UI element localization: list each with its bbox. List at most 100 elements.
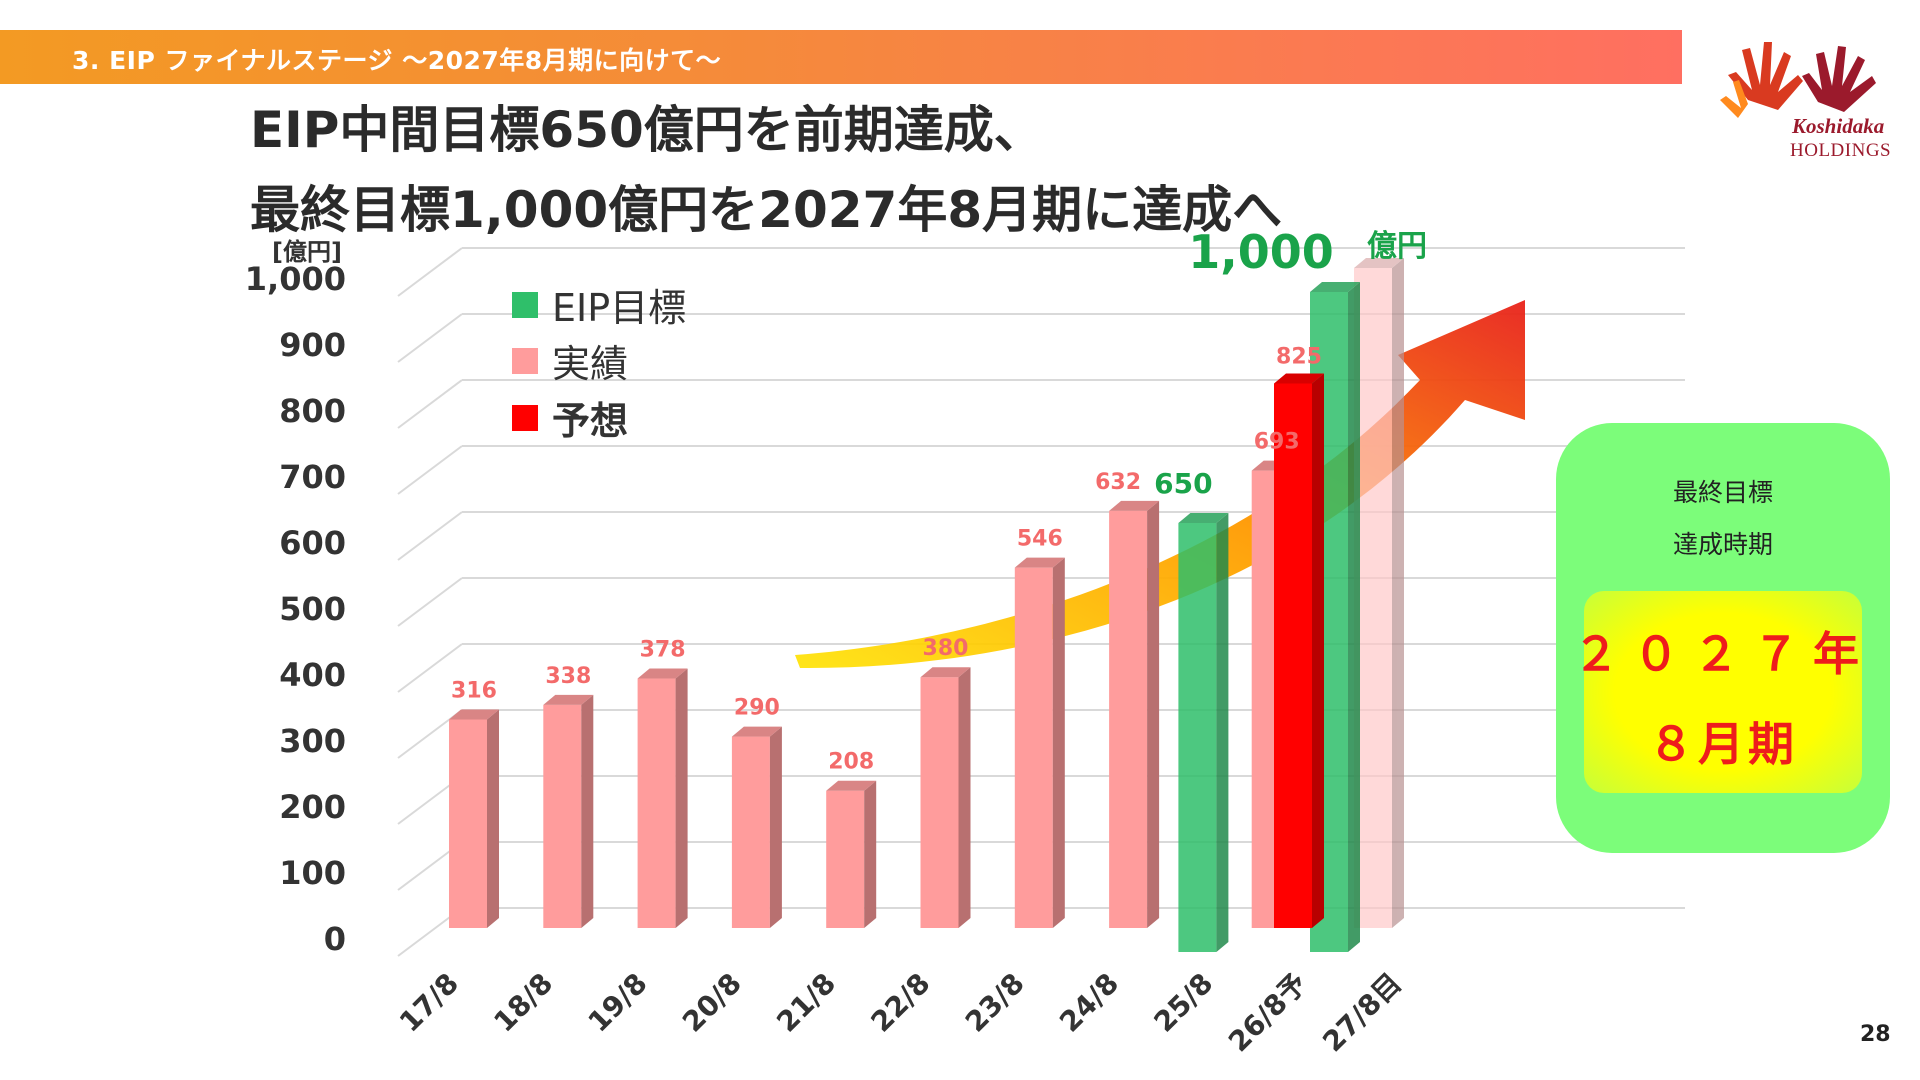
- bar-actual-20/8-top: [731, 726, 782, 737]
- data-label-eip: 650: [1154, 467, 1212, 500]
- grid-diagonal: [397, 379, 463, 429]
- y-tick-label: 200: [279, 788, 346, 826]
- bar-actual-22/8-side: [958, 667, 971, 928]
- x-tick-label: 24/8: [1053, 967, 1125, 1039]
- section-banner: 3. EIP ファイナルステージ 〜2027年8月期に向けて〜: [0, 30, 1682, 84]
- x-tick-label: 17/8: [393, 967, 465, 1039]
- x-tick-label: 27/8目: [1316, 967, 1408, 1059]
- logo-sub: HOLDINGS: [1790, 140, 1892, 161]
- section-title: 3. EIP ファイナルステージ 〜2027年8月期に向けて〜: [72, 46, 722, 75]
- data-label-actual: 316: [451, 678, 497, 703]
- bar-actual-23/8: [1014, 557, 1065, 928]
- goal-year: ２０２７年: [1573, 627, 1873, 681]
- data-label-actual: 693: [1254, 430, 1300, 455]
- bar-actual-19/8-face: [637, 678, 676, 928]
- bar-actual-20/8-face: [731, 736, 770, 928]
- goal-highlight: [1584, 591, 1862, 793]
- bar-actual-23/8-side: [1052, 557, 1065, 928]
- bar-actual-17/8: [449, 709, 499, 928]
- legend-label-forecast: 予想: [552, 399, 629, 443]
- data-label-actual: 380: [923, 636, 969, 661]
- data-label-forecast: 825: [1276, 345, 1322, 370]
- bar-eip-27/8目-side: [1348, 282, 1360, 952]
- bar-actual-22/8-face: [920, 677, 959, 928]
- data-label-actual: 290: [734, 696, 780, 721]
- y-tick-label: 100: [279, 854, 346, 892]
- legend-swatch-eip: [512, 291, 538, 318]
- goal-panel: 最終目標 達成時期 ２０２７年 ８月期: [1556, 423, 1890, 853]
- main-title-line2: 最終目標1,000億円を2027年8月期に達成へ: [250, 181, 1283, 239]
- bar-actual-23/8-top: [1014, 557, 1065, 568]
- bar-ghost-final-top: [1354, 258, 1404, 268]
- y-tick-label: 600: [279, 524, 346, 562]
- bar-actual-20/8-side: [769, 726, 782, 928]
- y-tick-label: 800: [279, 392, 346, 430]
- data-label-eip-unit: 億円: [1367, 229, 1427, 264]
- page-number: 28: [1860, 1022, 1891, 1047]
- goal-line2: 達成時期: [1672, 530, 1773, 559]
- grid-diagonal: [397, 511, 463, 561]
- bar-actual-22/8-top: [920, 667, 971, 678]
- y-tick-label: 500: [279, 590, 346, 628]
- data-label-actual: 208: [828, 750, 874, 775]
- bar-actual-24/8: [1109, 500, 1160, 928]
- bar-actual-21/8-top: [826, 780, 877, 791]
- grid-diagonal: [397, 577, 463, 627]
- bar-actual-18/8-face: [543, 704, 582, 928]
- data-label-actual: 632: [1095, 470, 1141, 495]
- bar-forecast-27/8目-top: [1274, 373, 1324, 384]
- bar-actual-19/8-top: [637, 668, 688, 679]
- bar-actual-19/8-side: [675, 668, 688, 928]
- grid-diagonal: [397, 313, 463, 363]
- bar-ghost-final: [1354, 258, 1404, 928]
- y-tick-label: 300: [279, 722, 346, 760]
- bar-actual-18/8: [543, 694, 594, 928]
- y-tick-label: 0: [323, 920, 346, 958]
- bar-actual-21/8-side: [864, 780, 877, 928]
- grid-diagonal: [397, 643, 463, 693]
- bar-actual-17/8-face: [449, 719, 487, 928]
- bar-actual-23/8-face: [1014, 567, 1053, 928]
- legend-label-actual: 実績: [552, 342, 629, 386]
- bar-actual-19/8: [637, 668, 688, 928]
- goal-line1: 最終目標: [1672, 478, 1773, 507]
- bar-actual-24/8-top: [1109, 500, 1160, 511]
- growth-arrow: [795, 300, 1525, 669]
- bar-actual-18/8-side: [581, 694, 594, 928]
- grid-diagonal: [397, 247, 463, 297]
- data-label-actual: 338: [545, 664, 591, 689]
- bar-eip-27/8目-top: [1310, 282, 1360, 292]
- hands-logo-icon: [1720, 42, 1876, 118]
- bar-eip-25/8-side: [1216, 513, 1229, 952]
- bar-actual-18/8-top: [543, 694, 594, 705]
- bar-forecast-27/8目-face: [1274, 383, 1312, 928]
- legend-item-actual: 実績: [512, 333, 628, 388]
- legend-label-eip: EIP目標: [552, 286, 687, 330]
- x-tick-label: 20/8: [676, 967, 748, 1039]
- bar-actual-20/8: [731, 726, 782, 928]
- y-tick-label: 1,000: [244, 260, 346, 298]
- bar-ghost-final-side: [1392, 258, 1404, 928]
- bar-actual-21/8: [826, 780, 877, 928]
- logo-brand: Koshidaka: [1792, 114, 1885, 138]
- legend-item-eip: EIP目標: [512, 277, 686, 332]
- bar-forecast-27/8目-side: [1312, 373, 1324, 928]
- data-label-actual: 546: [1017, 527, 1063, 552]
- x-tick-label: 23/8: [959, 967, 1031, 1039]
- x-tick-label: 25/8: [1147, 967, 1219, 1039]
- bar-ghost-final-face: [1354, 268, 1392, 928]
- goal-period: ８月期: [1648, 717, 1798, 771]
- bar-eip-25/8: [1178, 513, 1229, 952]
- legend-swatch-actual: [512, 347, 538, 374]
- grid-diagonal: [397, 445, 463, 495]
- main-title-line1: EIP中間目標650億円を前期達成、: [250, 101, 1044, 159]
- bar-forecast-27/8目: [1274, 373, 1324, 928]
- x-tick-label: 22/8: [865, 967, 937, 1039]
- x-tick-label: 21/8: [770, 967, 842, 1039]
- x-tick-label: 19/8: [582, 967, 654, 1039]
- y-tick-label: 700: [279, 458, 346, 496]
- y-axis-unit: [億円]: [272, 238, 342, 266]
- bar-actual-21/8-face: [826, 790, 865, 928]
- bar-actual-24/8-side: [1147, 500, 1160, 928]
